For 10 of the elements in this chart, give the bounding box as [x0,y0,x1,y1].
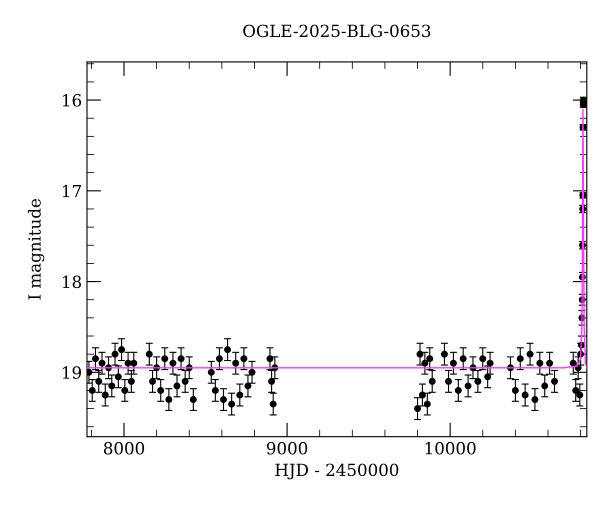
x-axis-title: HJD - 2450000 [275,464,398,480]
y-tick-label: 16 [62,94,82,107]
y-tick-label: 19 [62,366,82,379]
chart-title: OGLE-2025-BLG-0653 [243,24,430,38]
y-axis-title: I magnitude [28,199,44,300]
x-tick-label: 8000 [104,442,144,454]
x-tick-label: 9000 [266,442,308,454]
y-tick-label: 18 [62,276,82,288]
x-tick-label: 10000 [426,442,476,454]
y-tick-label: 17 [62,184,81,198]
